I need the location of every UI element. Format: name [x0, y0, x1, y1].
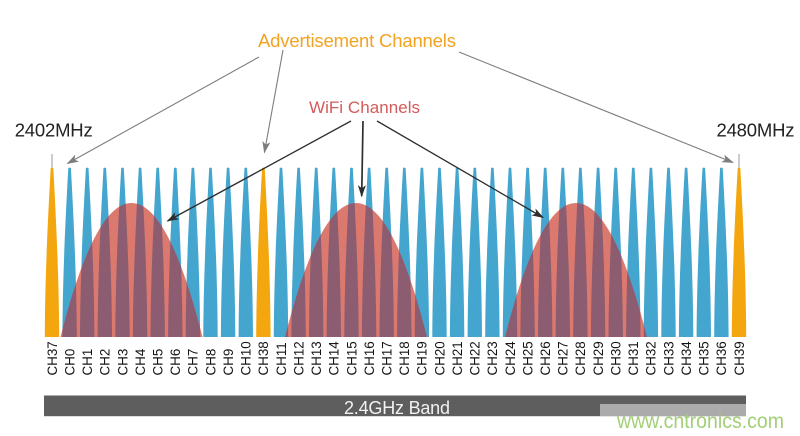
svg-text:CH16: CH16	[362, 341, 377, 375]
svg-text:CH0: CH0	[62, 349, 77, 376]
svg-text:CH18: CH18	[397, 341, 412, 375]
svg-text:CH21: CH21	[450, 341, 465, 375]
svg-text:CH38: CH38	[256, 341, 271, 375]
svg-text:Advertisement Channels: Advertisement Channels	[258, 30, 456, 51]
svg-text:CH31: CH31	[626, 341, 641, 375]
svg-text:CH10: CH10	[239, 341, 254, 375]
svg-text:CH39: CH39	[732, 341, 747, 375]
svg-text:CH4: CH4	[133, 348, 148, 375]
svg-text:2402MHz: 2402MHz	[15, 120, 93, 141]
svg-text:CH22: CH22	[468, 341, 483, 375]
svg-text:CH27: CH27	[556, 341, 571, 375]
svg-text:CH11: CH11	[274, 342, 289, 375]
svg-text:CH3: CH3	[115, 349, 130, 376]
svg-text:CH8: CH8	[203, 349, 218, 376]
svg-text:CH19: CH19	[415, 341, 430, 375]
svg-text:CH14: CH14	[327, 341, 342, 376]
svg-text:CH26: CH26	[538, 341, 553, 375]
svg-text:CH28: CH28	[573, 341, 588, 375]
svg-text:CH9: CH9	[221, 349, 236, 376]
svg-text:CH32: CH32	[644, 341, 659, 375]
svg-text:CH29: CH29	[591, 341, 606, 375]
svg-text:CH24: CH24	[503, 341, 518, 376]
svg-text:CH15: CH15	[344, 341, 359, 375]
svg-text:CH23: CH23	[485, 341, 500, 375]
svg-text:CH2: CH2	[98, 349, 113, 376]
svg-text:2480MHz: 2480MHz	[717, 120, 795, 141]
svg-text:CH36: CH36	[714, 341, 729, 375]
svg-text:CH20: CH20	[432, 341, 447, 375]
svg-text:CH33: CH33	[661, 341, 676, 375]
svg-text:CH6: CH6	[168, 349, 183, 376]
svg-text:CH34: CH34	[679, 341, 694, 376]
svg-text:2.4GHz Band: 2.4GHz Band	[344, 398, 450, 418]
svg-text:CH35: CH35	[697, 341, 712, 375]
svg-text:WiFi Channels: WiFi Channels	[309, 98, 420, 117]
svg-text:CH13: CH13	[309, 341, 324, 375]
svg-text:CH30: CH30	[609, 341, 624, 375]
svg-text:CH1: CH1	[80, 349, 95, 376]
svg-text:CH17: CH17	[380, 341, 395, 375]
svg-text:CH12: CH12	[291, 341, 306, 375]
svg-text:CH37: CH37	[45, 341, 60, 375]
svg-text:www.cntronics.com: www.cntronics.com	[616, 409, 784, 433]
svg-text:CH5: CH5	[151, 349, 166, 376]
svg-text:CH25: CH25	[520, 341, 535, 375]
svg-text:CH7: CH7	[186, 349, 201, 376]
